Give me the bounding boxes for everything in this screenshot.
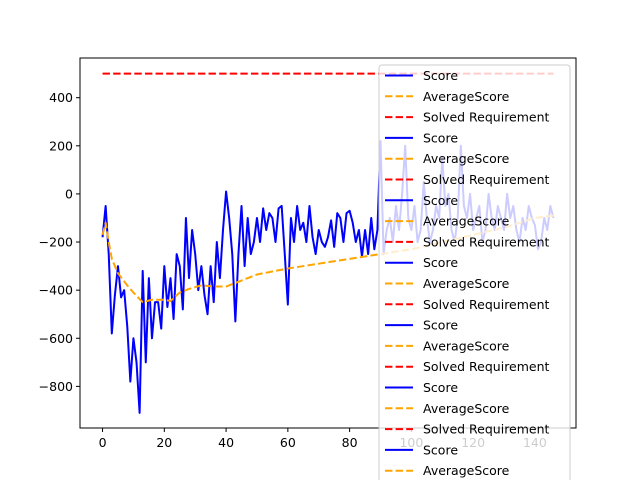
axes-frame — [79, 57, 577, 429]
legend-label: Score — [423, 255, 458, 270]
x-tick-label: 40 — [218, 435, 234, 450]
legend-label: Score — [423, 380, 458, 395]
legend-label: Solved Requirement — [423, 359, 550, 374]
y-axis: −800 −600 −400 −200 0 200 400 — [39, 90, 80, 394]
legend-label: Score — [423, 193, 458, 208]
y-tick-label: 400 — [49, 90, 73, 105]
x-tick-label: 60 — [280, 435, 296, 450]
legend-label: AverageScore — [423, 338, 510, 353]
legend-label: Score — [423, 68, 458, 83]
legend-label: AverageScore — [423, 401, 510, 416]
y-tick-label: −400 — [39, 283, 73, 298]
x-tick-label: 80 — [342, 435, 358, 450]
y-tick-label: −600 — [39, 331, 73, 346]
legend-label: AverageScore — [423, 89, 510, 104]
legend-label: AverageScore — [423, 276, 510, 291]
legend-label: Solved Requirement — [423, 110, 550, 125]
legend-label: AverageScore — [423, 214, 510, 229]
legend-box — [378, 64, 571, 480]
legend-label: AverageScore — [423, 463, 510, 478]
y-tick-label: 0 — [65, 186, 73, 201]
legend-label: Score — [423, 318, 458, 333]
legend-label: AverageScore — [423, 151, 510, 166]
y-tick-label: −800 — [39, 379, 73, 394]
x-tick-label: 0 — [99, 435, 107, 450]
legend-label: Solved Requirement — [423, 234, 550, 249]
legend-label: Solved Requirement — [423, 422, 550, 437]
y-tick-label: 200 — [49, 138, 73, 153]
legend-label: Score — [423, 442, 458, 457]
x-tick-label: 20 — [156, 435, 172, 450]
y-tick-label: −200 — [39, 235, 73, 250]
legend-label: Solved Requirement — [423, 297, 550, 312]
legend-label: Solved Requirement — [423, 172, 550, 187]
legend: Score AverageScore Solved Requirement Score… — [378, 64, 571, 480]
legend-label: Score — [423, 130, 458, 145]
